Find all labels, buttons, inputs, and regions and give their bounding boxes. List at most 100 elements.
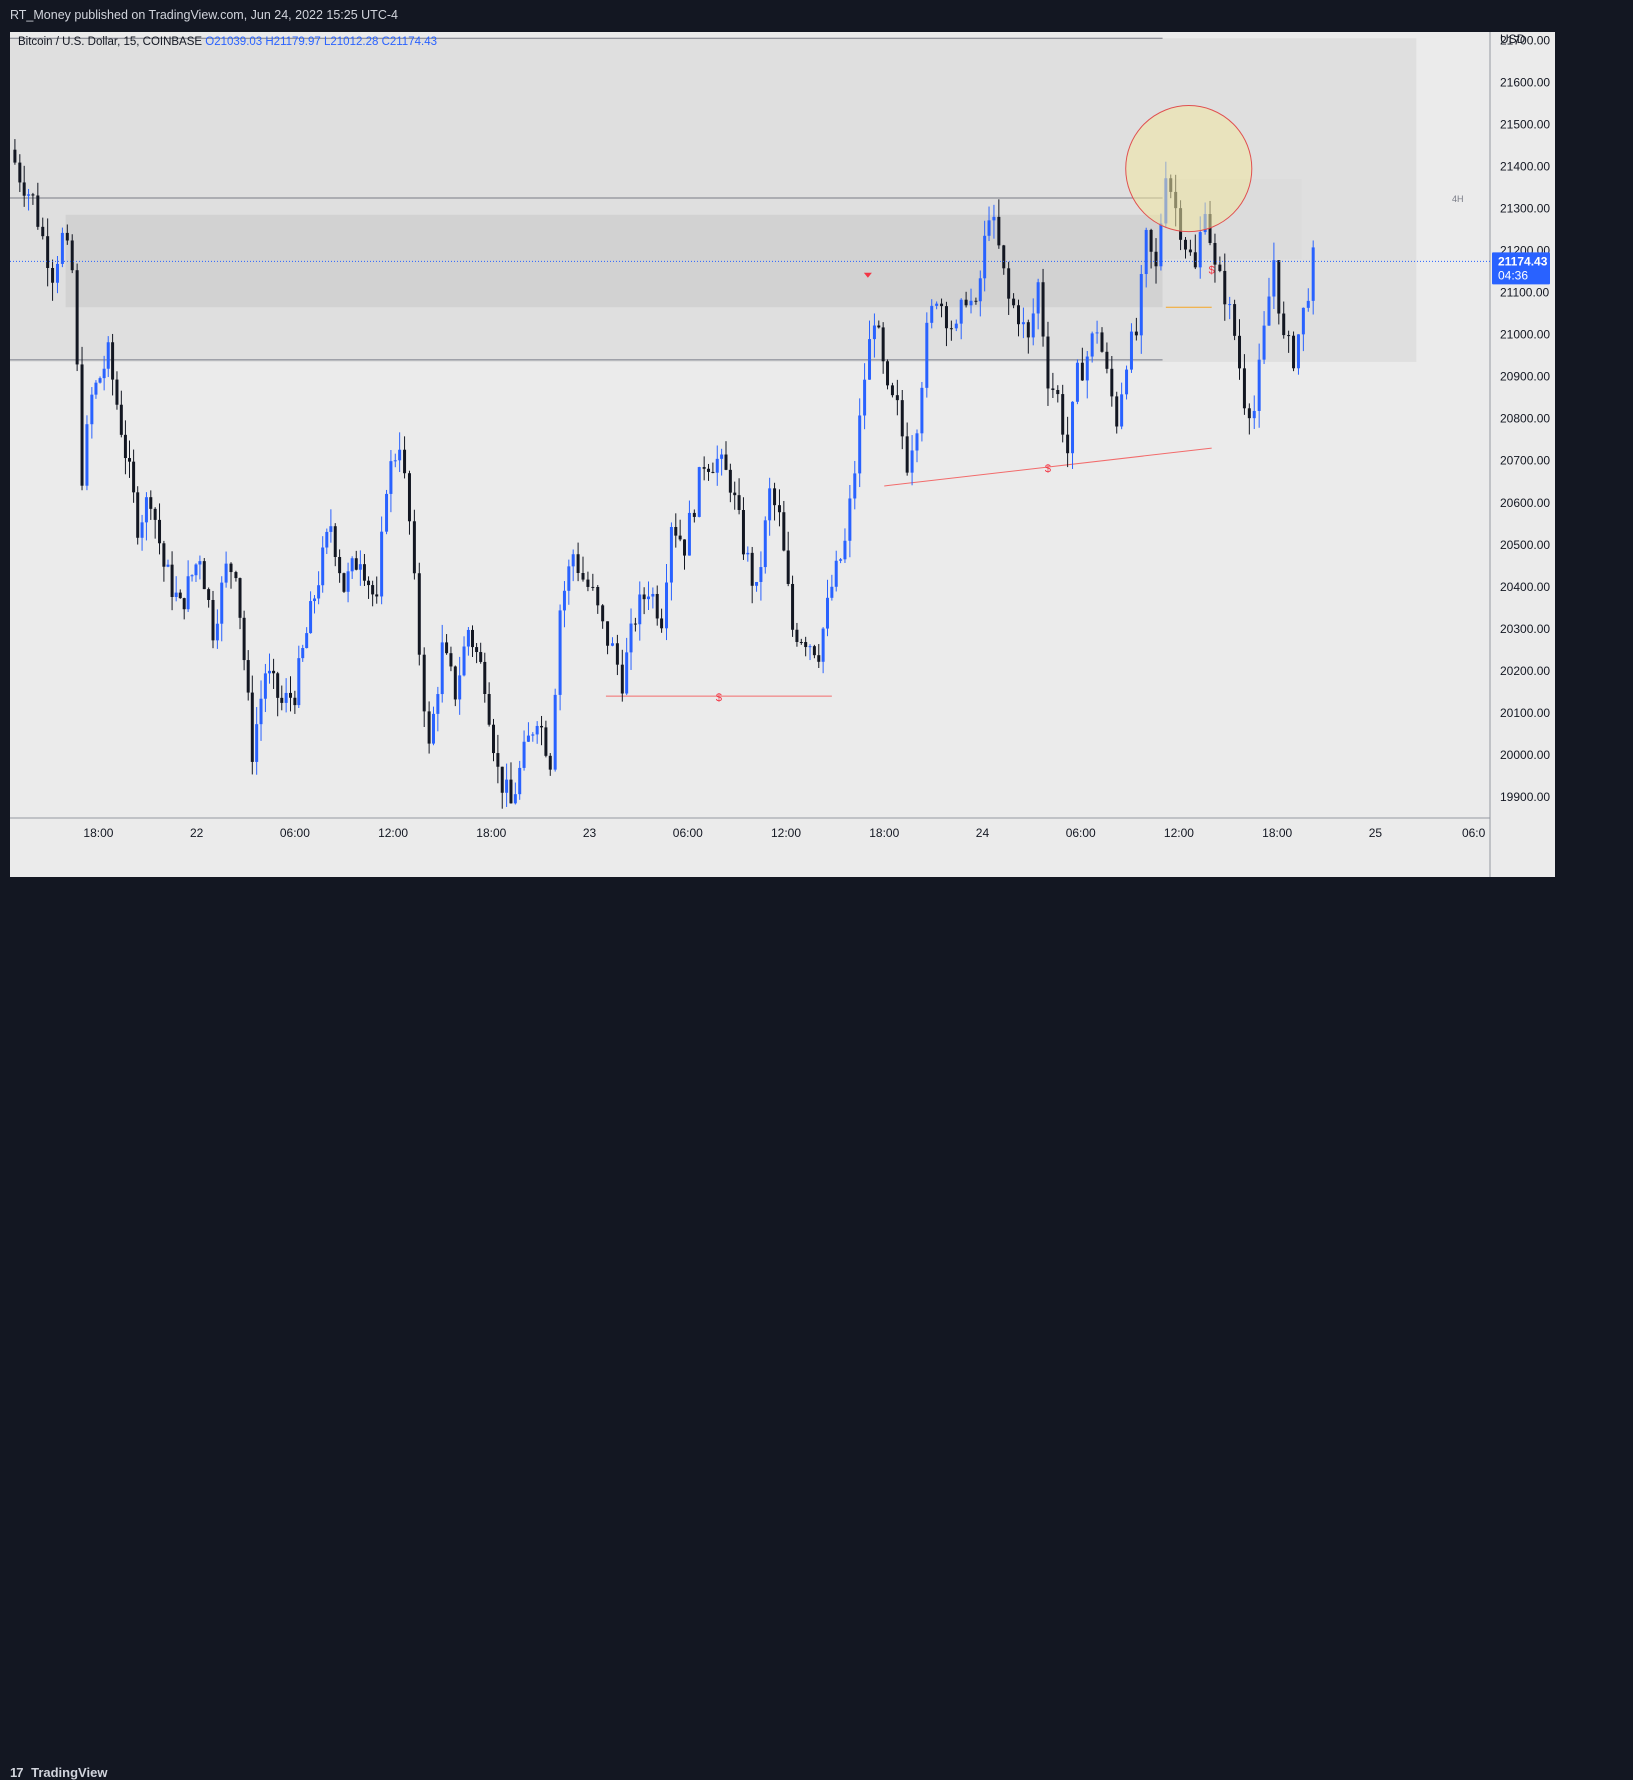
candle: [458, 656, 462, 715]
candle-body: [553, 694, 557, 770]
candle: [1262, 311, 1266, 365]
candle: [795, 622, 799, 647]
candle: [853, 460, 857, 510]
candle: [367, 576, 371, 599]
candle-body: [581, 573, 585, 580]
candle: [562, 581, 566, 628]
candle-body: [949, 328, 953, 330]
candle: [1056, 385, 1060, 403]
candle: [655, 585, 659, 626]
candle-body: [1247, 408, 1251, 419]
candle: [974, 297, 978, 305]
candle-body: [954, 323, 958, 329]
candle: [890, 382, 894, 398]
candle-body: [367, 580, 371, 586]
price-tick-label: 20200.00: [1500, 664, 1550, 678]
candle-body: [558, 610, 562, 695]
candle-body: [505, 779, 509, 793]
candle-body: [309, 601, 313, 634]
candle-body: [27, 194, 31, 196]
candle: [186, 560, 190, 612]
price-tick-label: 20400.00: [1500, 580, 1550, 594]
triangle-marker: [863, 272, 872, 278]
candle-body: [1252, 410, 1256, 419]
candle: [1105, 342, 1109, 374]
candle-body: [22, 182, 26, 196]
candle: [633, 617, 637, 632]
candle: [412, 509, 416, 580]
candle-body: [267, 670, 271, 674]
candle-body: [1272, 260, 1276, 297]
candle-body: [1198, 232, 1202, 268]
candle-body: [720, 454, 724, 459]
candle-body: [669, 526, 673, 583]
candle-body: [246, 660, 250, 693]
candle: [1272, 242, 1276, 309]
candle: [1139, 264, 1143, 354]
candle-body: [940, 303, 944, 307]
candle-body: [1223, 270, 1227, 305]
candle: [94, 380, 98, 399]
candle: [843, 528, 847, 563]
candle-body: [36, 195, 40, 227]
candle: [1228, 296, 1232, 320]
liquidity-line-low-label: $: [716, 692, 722, 704]
candle: [1125, 365, 1129, 400]
price-tick-label: 20800.00: [1500, 412, 1550, 426]
candle: [215, 609, 219, 649]
candle: [741, 497, 745, 560]
candle: [403, 436, 407, 479]
candle-body: [1075, 362, 1079, 402]
candle: [513, 782, 517, 805]
candle: [1282, 301, 1286, 339]
candle: [1257, 343, 1261, 428]
candle: [140, 514, 144, 551]
candle-body: [544, 727, 548, 756]
candle-body: [665, 582, 669, 629]
candle: [224, 551, 228, 588]
candle: [417, 562, 421, 666]
candlestick-chart[interactable]: $ $ $21700.00 21600.00 21500.00 21400.00 21300…: [0, 0, 1633, 913]
candle-body: [905, 436, 909, 473]
time-tick-label: 18:00: [83, 826, 113, 840]
candle-body: [633, 623, 637, 625]
currency-label: USD: [1500, 32, 1526, 46]
candle-body: [1238, 335, 1242, 369]
candle: [284, 678, 288, 713]
candle: [1218, 256, 1222, 273]
candle-body: [930, 305, 934, 323]
candle-body: [1154, 251, 1158, 267]
candle-body: [144, 497, 148, 523]
candle: [398, 432, 402, 473]
candle-body: [868, 339, 872, 380]
candle: [36, 182, 40, 230]
candle-body: [1071, 401, 1075, 454]
candle: [132, 449, 136, 503]
candle-body: [380, 531, 384, 597]
candle: [1110, 356, 1114, 407]
time-tick-label: 06:00: [280, 826, 310, 840]
candle-body: [132, 461, 136, 493]
candle-body: [119, 404, 123, 435]
candle-body: [1026, 322, 1030, 338]
candle-body: [606, 621, 610, 646]
candle-body: [935, 303, 939, 306]
candle-body: [106, 342, 110, 369]
publish-header: RT_Money published on TradingView.com, J…: [0, 0, 1633, 32]
candle-body: [804, 642, 808, 648]
candle: [518, 760, 522, 800]
candle: [149, 490, 153, 520]
price-axis: [1490, 32, 1555, 877]
candle-body: [1277, 260, 1281, 314]
candle-body: [683, 539, 687, 556]
dollar-marker-right: $: [1209, 265, 1215, 277]
candle-body: [211, 599, 215, 641]
candle: [567, 559, 571, 605]
candle: [1031, 298, 1035, 346]
candle: [267, 653, 271, 684]
candle: [119, 390, 123, 438]
price-tick-label: 20500.00: [1500, 538, 1550, 552]
candle: [358, 550, 362, 586]
tradingview-logo[interactable]: 17 TradingView: [10, 1765, 107, 1780]
candle: [799, 638, 803, 645]
